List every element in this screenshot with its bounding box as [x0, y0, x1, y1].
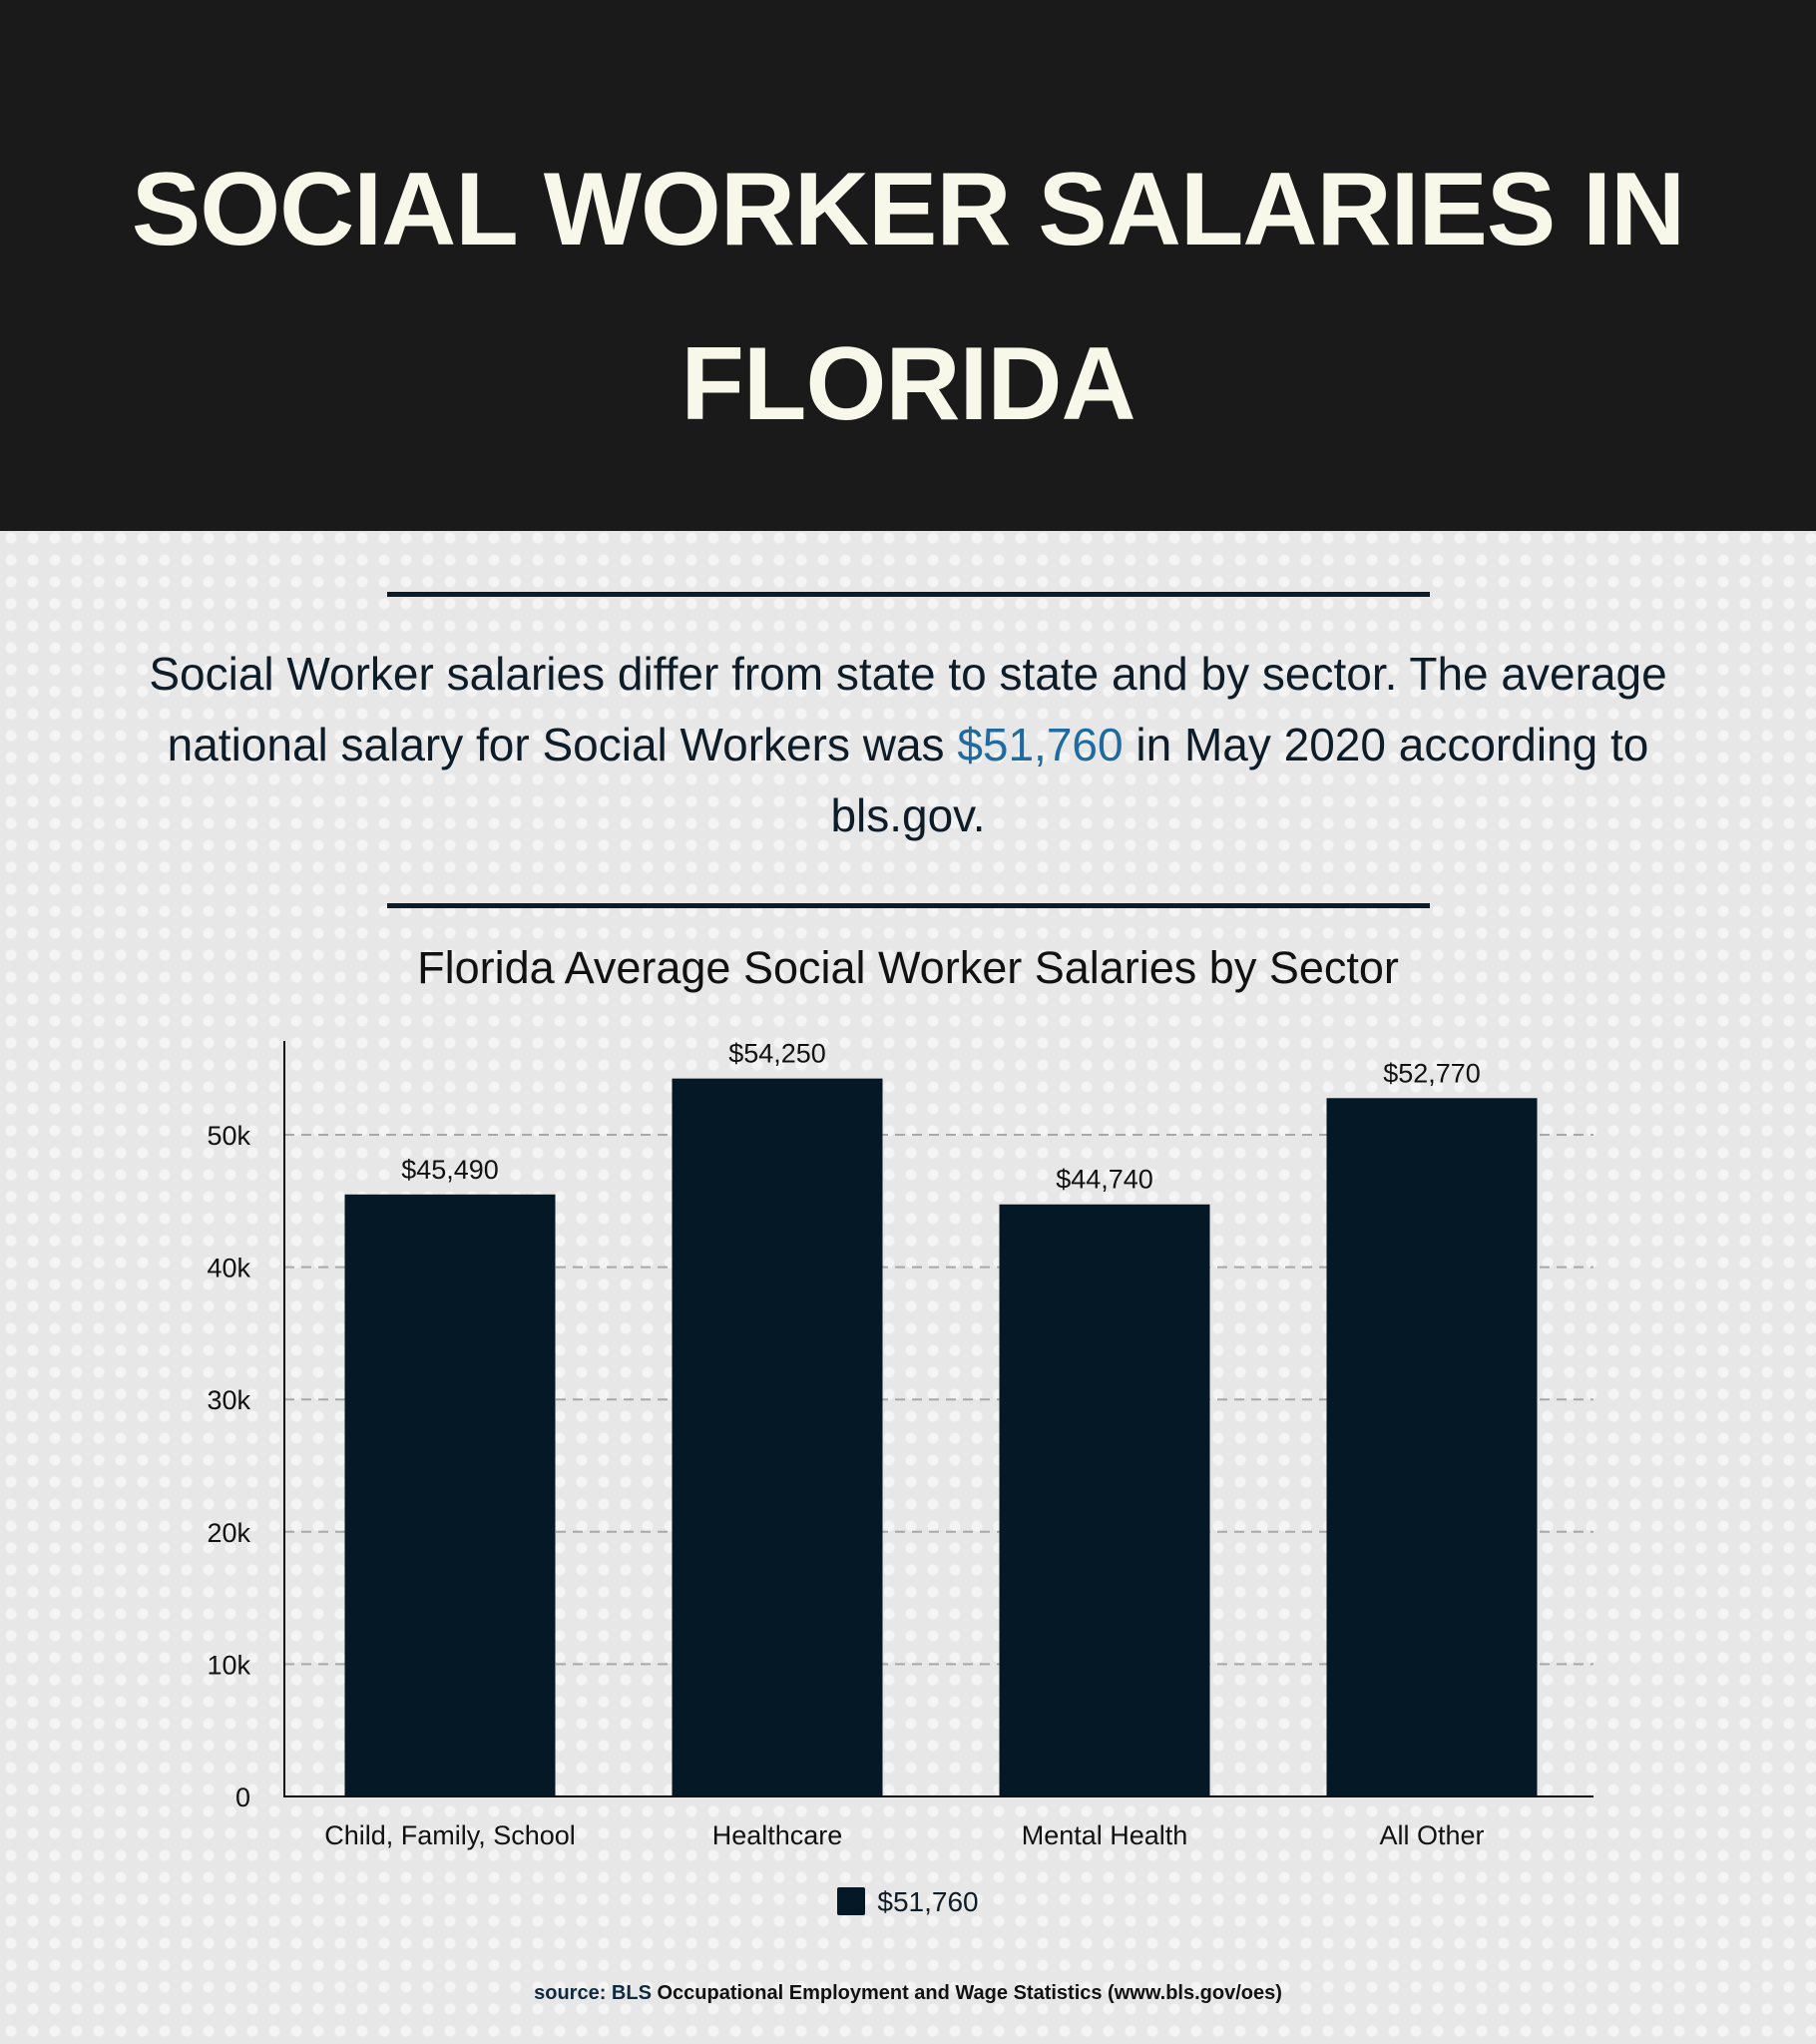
- divider-top: [387, 592, 1430, 597]
- data-label: $45,490: [401, 1155, 499, 1185]
- header-banner: SOCIAL WORKER SALARIES IN FLORIDA: [0, 0, 1816, 531]
- legend-swatch: [837, 1887, 866, 1915]
- page-title-line-2: FLORIDA: [100, 324, 1716, 444]
- x-category-label: Healthcare: [712, 1820, 843, 1850]
- bar-all-other: [1326, 1098, 1538, 1796]
- y-tick-label: 50k: [207, 1121, 250, 1151]
- chart-legend: $51,760: [0, 1886, 1816, 1918]
- data-label: $44,740: [1056, 1165, 1153, 1195]
- national-salary-highlight: $51,760: [957, 719, 1124, 770]
- y-tick-label: 40k: [207, 1254, 250, 1283]
- data-label: $54,250: [728, 1039, 826, 1069]
- divider-bottom: [387, 903, 1430, 908]
- intro-paragraph: Social Worker salaries differ from state…: [130, 639, 1686, 851]
- intro-text-end: in May 2020 according to bls.gov.: [830, 719, 1649, 841]
- data-label: $52,770: [1383, 1058, 1481, 1088]
- legend-label: $51,760: [877, 1886, 979, 1917]
- page-title-text: SOCIAL WORKER SALARIES IN: [131, 152, 1685, 267]
- x-category-label: Mental Health: [1022, 1820, 1188, 1850]
- source-label: source: BLS: [534, 1982, 652, 2004]
- x-category-label: All Other: [1379, 1820, 1484, 1850]
- chart-title: Florida Average Social Worker Salaries b…: [417, 942, 1399, 993]
- y-tick-label: 30k: [207, 1385, 250, 1415]
- x-category-label: Child, Family, School: [324, 1820, 576, 1850]
- y-tick-label: 0: [235, 1783, 250, 1812]
- y-tick-label: 20k: [207, 1518, 250, 1548]
- source-text: Occupational Employment and Wage Statist…: [651, 1982, 1282, 2004]
- bar-child-family-school: [344, 1194, 556, 1796]
- page-title-line-1: SOCIAL WORKER SALARIES IN: [100, 150, 1716, 269]
- bar-healthcare: [672, 1078, 883, 1796]
- intro-text: Social Worker salaries differ from state…: [149, 648, 1667, 770]
- bar-mental-health: [999, 1204, 1210, 1796]
- source-note: source: BLS Occupational Employment and …: [0, 1982, 1816, 2005]
- y-tick-label: 10k: [207, 1650, 250, 1680]
- page-title-text: FLORIDA: [681, 326, 1135, 442]
